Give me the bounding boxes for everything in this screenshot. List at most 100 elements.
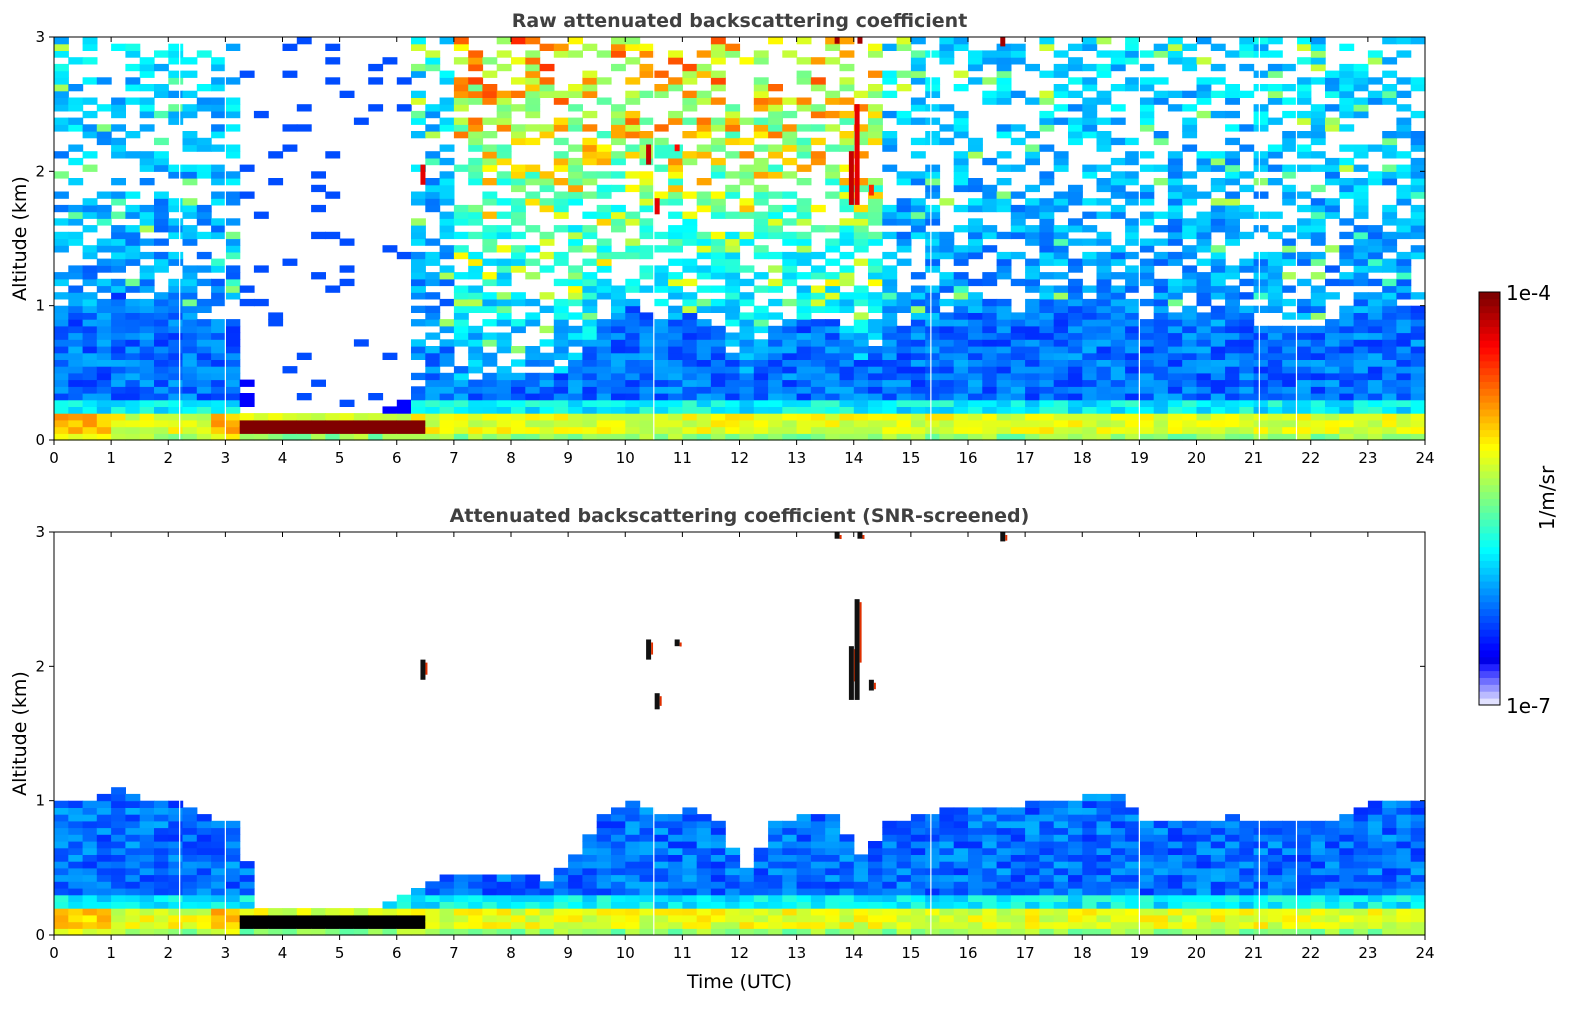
heatmap-cell (825, 272, 841, 280)
heatmap-cell (596, 921, 612, 929)
heatmap-cell (1110, 352, 1126, 360)
heatmap-cell (682, 238, 698, 246)
heatmap-cell (796, 914, 812, 923)
heatmap-cell (1082, 238, 1098, 246)
heatmap-cell (96, 218, 112, 226)
heatmap-cell (568, 191, 583, 199)
heatmap-cell (425, 921, 441, 929)
heatmap-cell (1182, 841, 1198, 849)
heatmap-cell (796, 298, 812, 307)
heatmap-cell (1325, 278, 1340, 287)
heatmap-cell (582, 211, 598, 219)
heatmap-cell (1196, 413, 1212, 421)
heatmap-cell (882, 888, 898, 896)
heatmap-cell (1325, 386, 1340, 394)
heatmap-cell (211, 198, 226, 206)
heatmap-cell (239, 861, 255, 869)
heatmap-cell (910, 901, 926, 909)
heatmap-cell (953, 867, 969, 876)
heatmap-cell (925, 184, 941, 193)
heatmap-cell (68, 413, 84, 421)
heatmap-cell (1125, 908, 1140, 916)
heatmap-cell (154, 874, 169, 882)
heatmap-cell (453, 245, 469, 253)
heatmap-cell (796, 426, 812, 434)
heatmap-cell (553, 874, 569, 882)
heatmap-cell (996, 319, 1012, 327)
heatmap-cell (582, 84, 598, 92)
heatmap-cell (1382, 238, 1398, 246)
heatmap-cell (96, 379, 112, 387)
heatmap-cell (596, 325, 612, 334)
heatmap-cell (1410, 171, 1426, 179)
heatmap-cell (910, 198, 926, 206)
heatmap-cell (1310, 151, 1326, 159)
heatmap-cell (425, 433, 441, 441)
heatmap-cell (810, 386, 826, 394)
heatmap-cell (168, 914, 184, 923)
heatmap-cell (896, 827, 912, 835)
heatmap-cell (968, 151, 983, 159)
heatmap-cell (1310, 433, 1326, 441)
heatmap-cell (910, 77, 926, 85)
heatmap-cell (1082, 124, 1098, 132)
heatmap-cell (682, 211, 698, 219)
heatmap-cell (225, 894, 241, 902)
heatmap-cell (468, 90, 484, 98)
heatmap-cell (1182, 406, 1198, 414)
heatmap-cell (496, 97, 512, 105)
heatmap-cell (425, 104, 441, 112)
heatmap-cell (596, 346, 612, 354)
heatmap-cell (439, 245, 455, 253)
heatmap-cell (525, 225, 541, 233)
heatmap-cell (1325, 399, 1340, 407)
heatmap-cell (768, 117, 783, 125)
heatmap-cell (839, 352, 855, 360)
heatmap-cell (525, 70, 541, 78)
heatmap-cell (1125, 867, 1140, 876)
heatmap-cell (482, 881, 498, 889)
heatmap-cell (696, 928, 712, 936)
heatmap-cell (882, 928, 898, 936)
heatmap-cell (653, 820, 669, 829)
heatmap-cell (1310, 914, 1326, 923)
heatmap-cell (325, 191, 341, 199)
heatmap-cell (239, 379, 255, 387)
heatmap-cell (982, 834, 998, 842)
heatmap-cell (582, 861, 598, 869)
heatmap-cell (1053, 827, 1069, 835)
heatmap-cell (910, 359, 926, 367)
heatmap-cell (1225, 231, 1240, 240)
heatmap-cell (682, 372, 698, 381)
heatmap-cell (896, 305, 912, 313)
heatmap-cell (868, 198, 883, 206)
heatmap-cell (725, 245, 741, 253)
heatmap-cell (1110, 191, 1126, 199)
heatmap-cell (882, 901, 898, 909)
heatmap-cell (1068, 325, 1083, 334)
heatmap-cell (839, 901, 855, 909)
heatmap-cell (596, 426, 612, 434)
heatmap-cell (68, 399, 84, 407)
heatmap-cell (639, 352, 655, 360)
heatmap-cell (825, 847, 841, 855)
heatmap-cell (525, 894, 541, 902)
heatmap-cell (582, 137, 598, 146)
heatmap-cell (639, 413, 655, 421)
heatmap-cell (82, 894, 98, 902)
heatmap-cell (625, 928, 641, 936)
heatmap-cell (1267, 386, 1283, 394)
heatmap-cell (796, 867, 812, 876)
heatmap-cell (468, 178, 484, 186)
heatmap-cell (539, 426, 555, 434)
heatmap-cell (139, 325, 155, 334)
heatmap-cell (682, 191, 698, 199)
heatmap-cell (1253, 413, 1269, 421)
heatmap-cell (311, 413, 326, 421)
heatmap-cell (496, 117, 512, 125)
heatmap-cell (368, 921, 384, 929)
heatmap-cell (896, 372, 912, 381)
heatmap-cell (239, 164, 255, 172)
heatmap-cell (625, 827, 641, 835)
heatmap-cell (1153, 861, 1169, 869)
